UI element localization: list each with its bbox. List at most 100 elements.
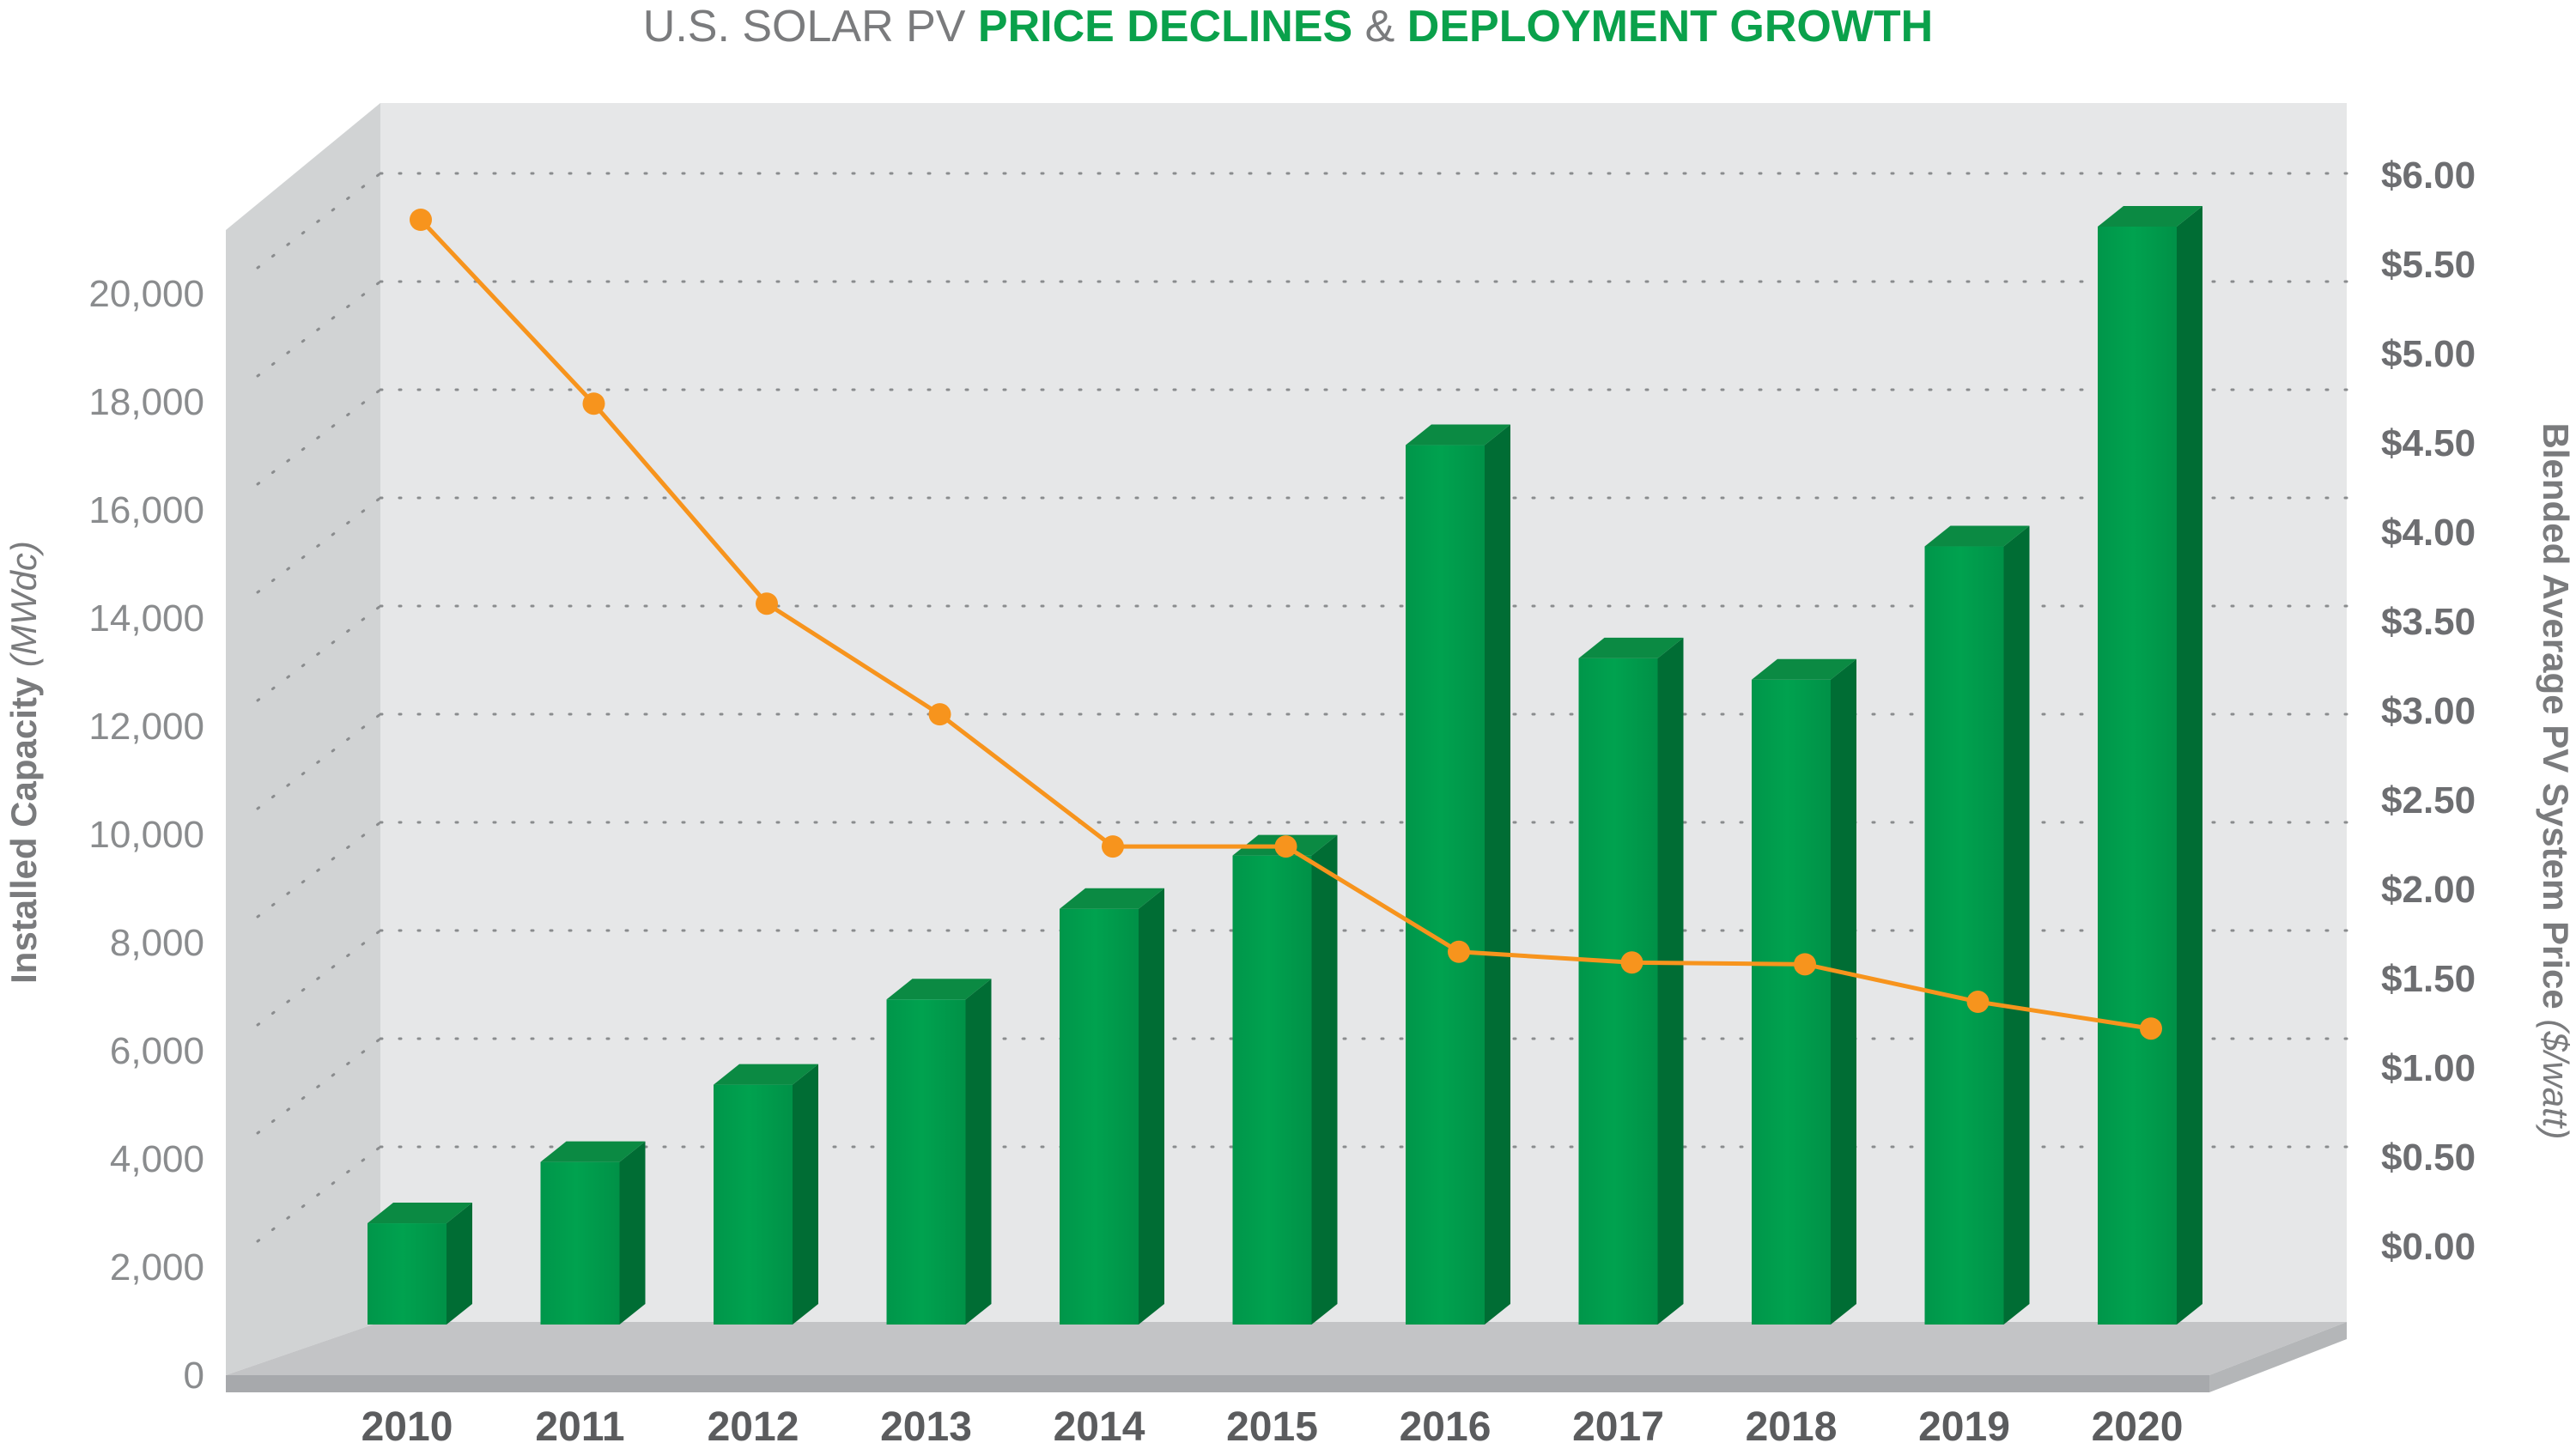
x-tick-label: 2020 [2092,1404,2184,1450]
right-tick-label: $0.50 [2381,1137,2476,1179]
bar-2011 [540,1161,620,1325]
grid-line-side [256,280,382,378]
bar-top-2017 [1578,637,1684,658]
title-part-2: PRICE DECLINES [978,2,1352,52]
bar-side-2012 [793,1064,818,1325]
x-tick-label: 2015 [1226,1404,1318,1450]
right-tick-label: $3.50 [2381,601,2476,643]
grid-line-side [256,1145,382,1243]
price-point-2013 [928,703,951,726]
bar-side-2017 [1657,637,1684,1325]
grid-line-side [256,929,382,1027]
bar-top-2013 [886,979,992,1000]
title-part-3: & [1352,2,1407,52]
title-part-1: U.S. SOLAR PV [643,2,978,52]
x-tick-label: 2017 [1572,1404,1664,1450]
title-part-4: DEPLOYMENT GROWTH [1407,2,1933,52]
bar-side-2020 [2177,206,2202,1325]
chart-floor-edge-side [2209,1322,2347,1392]
grid-line-side [256,604,382,702]
right-tick-label: $1.50 [2381,958,2476,1000]
x-tick-label: 2019 [1918,1404,2010,1450]
left-tick-label: 14,000 [88,597,204,640]
x-tick-label: 2016 [1400,1404,1492,1450]
right-tick-label: $2.50 [2381,779,2476,821]
bar-side-2015 [1311,834,1338,1325]
bar-top-2019 [1924,525,2030,547]
bar-2012 [714,1084,793,1325]
bar-2019 [1924,546,2004,1325]
left-tick-label: 8,000 [110,922,204,964]
right-axis-label-unit: ($/watt) [2536,1009,2576,1140]
right-axis-ticks: $0.00 $0.50 $1.00 $1.50 $2.00 $2.50 $3.00 $3.50… [2381,155,2476,1268]
right-tick-label: $5.00 [2381,333,2476,375]
bar-2010 [368,1223,447,1325]
right-tick-label: $5.50 [2381,244,2476,286]
x-tick-label: 2013 [880,1404,972,1450]
x-axis-ticks: 2010 2011 2012 2013 2014 2015 2016 2017 2018 2019… [361,1404,2184,1450]
price-point-2010 [410,209,432,231]
bar-2015 [1232,855,1312,1325]
left-tick-label: 12,000 [88,706,204,748]
bar-2020 [2098,227,2177,1325]
price-point-2018 [1794,953,1816,976]
left-tick-label: 16,000 [88,489,204,531]
left-axis-ticks: 0 2,000 4,000 6,000 8,000 10,000 12,000 14,000 1… [88,273,204,1397]
price-point-2011 [582,392,605,415]
bar-top-2020 [2098,206,2202,227]
bar-2016 [1406,445,1485,1325]
back-wall [380,103,2347,1322]
grid-line-side [256,172,382,270]
right-tick-label: $6.00 [2381,155,2476,197]
right-tick-label: $1.00 [2381,1047,2476,1089]
right-tick-label: $0.00 [2381,1226,2476,1268]
side-wall [226,103,380,1375]
price-point-2012 [756,592,778,615]
bar-top-2014 [1060,888,1164,909]
bar-series [368,206,2202,1325]
chart-title: U.S. SOLAR PV PRICE DECLINES & DEPLOYMEN… [643,2,1933,52]
bar-side-2019 [2003,525,2030,1325]
bar-2013 [886,999,966,1325]
left-axis-label-main: Installed Capacity [3,676,44,984]
grid-line-side [256,388,382,486]
left-tick-label: 0 [184,1355,204,1397]
chart-floor-edge [226,1375,2209,1392]
right-axis-label: Blended Average PV System Price ($/watt) [2536,423,2576,1140]
x-tick-label: 2010 [361,1404,453,1450]
grid-line-side [256,1037,382,1135]
bar-side-2014 [1139,888,1164,1325]
right-axis-label-main: Blended Average PV System Price [2536,423,2576,1009]
right-tick-label: $2.00 [2381,869,2476,911]
grid-lines [256,172,2348,1243]
left-axis-label: Installed Capacity (MWdc) [3,541,44,984]
x-tick-label: 2012 [708,1404,799,1450]
price-point-2014 [1102,835,1124,858]
right-tick-label: $4.50 [2381,422,2476,464]
x-tick-label: 2011 [535,1404,624,1450]
price-line-series [410,209,2162,1040]
bar-side-2013 [965,979,992,1325]
left-tick-label: 18,000 [88,381,204,423]
bar-top-2018 [1752,658,1856,680]
price-point-2020 [2140,1017,2162,1040]
left-tick-label: 6,000 [110,1030,204,1072]
price-point-2019 [1966,991,1990,1014]
bar-side-2011 [619,1141,646,1325]
x-tick-label: 2014 [1054,1404,1145,1450]
bar-top-2012 [714,1064,818,1085]
bar-side-2010 [447,1203,472,1325]
left-tick-label: 2,000 [110,1246,204,1288]
bar-side-2016 [1485,424,1510,1325]
chart-floor [226,1322,2347,1375]
grid-line-side [256,821,382,918]
left-tick-label: 4,000 [110,1138,204,1180]
left-axis-label-unit: (MWdc) [3,541,44,677]
x-tick-label: 2018 [1746,1404,1838,1450]
price-point-2016 [1448,940,1470,963]
right-tick-label: $3.00 [2381,690,2476,732]
bar-top-2011 [540,1141,646,1162]
left-tick-label: 20,000 [88,273,204,315]
price-point-2017 [1620,951,1643,974]
